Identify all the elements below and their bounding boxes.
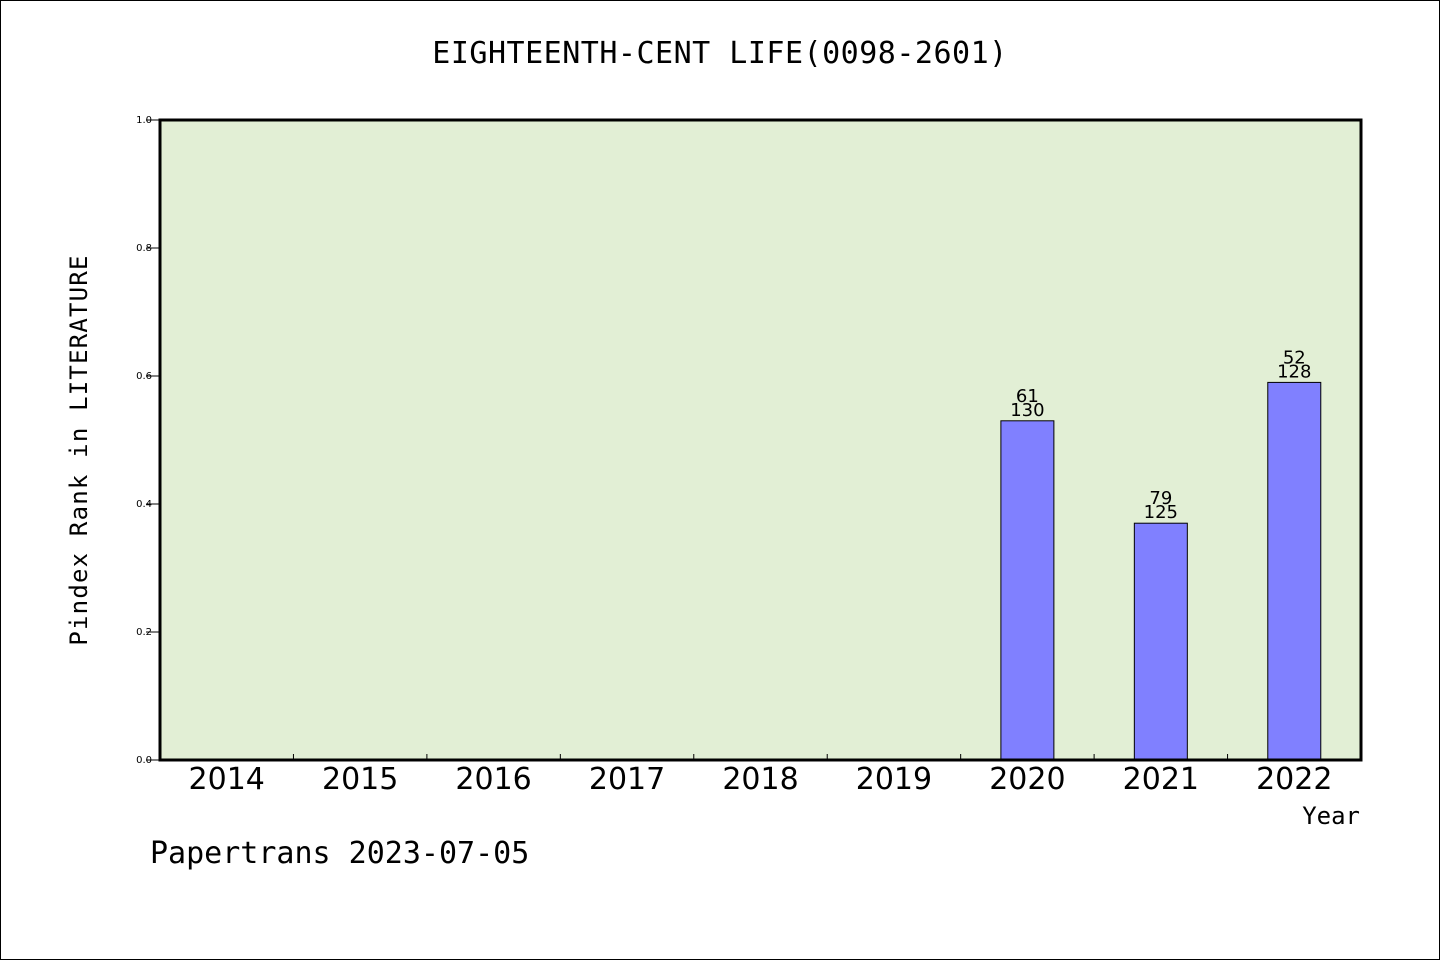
x-category-label: 2017 [589,762,665,797]
bar-label-bottom-2020: 130 [1010,400,1044,421]
x-category-label: 2019 [856,762,932,797]
x-category-label: 2018 [722,762,798,797]
x-category-label: 2015 [322,762,398,797]
footer-credit: Papertrans 2023-07-05 [150,836,530,871]
bar-label-bottom-2021: 125 [1144,502,1178,523]
bar-label-bottom-2022: 128 [1277,361,1311,382]
x-category-label: 2021 [1123,762,1199,797]
y-tick-label: 0.2 [136,627,152,638]
x-category-label: 2014 [189,762,265,797]
x-category-label: 2020 [989,762,1065,797]
y-tick-label: 0.4 [136,499,152,510]
y-tick-label: 0.0 [136,755,152,766]
y-tick-label: 1.0 [136,115,152,126]
bar-label-top-2021: 79 [1149,488,1172,509]
plot-border [158,118,1363,762]
bar-2022 [1267,381,1322,761]
bar-2021 [1133,522,1188,761]
y-tick-label: 0.8 [136,243,152,254]
bar-label-top-2020: 61 [1016,386,1039,407]
y-tick-label: 0.6 [136,371,152,382]
bar-2020 [1000,420,1055,761]
x-axis-label: Year [1302,802,1360,830]
x-category-label: 2016 [455,762,531,797]
bar-label-top-2022: 52 [1283,347,1306,368]
x-category-label: 2022 [1256,762,1332,797]
chart-title: EIGHTEENTH-CENT LIFE(0098-2601) [432,36,1008,71]
